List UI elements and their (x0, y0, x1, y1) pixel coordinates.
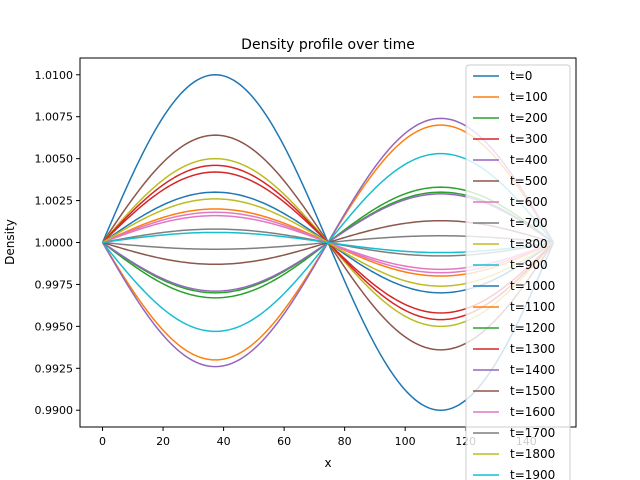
x-axis-label: x (324, 456, 331, 470)
chart-title: Density profile over time (241, 37, 415, 53)
legend-entry: t=800 (510, 237, 548, 251)
x-tick-label: 60 (277, 435, 291, 448)
legend-entry: t=400 (510, 153, 548, 167)
y-tick-label: 1.0050 (35, 153, 74, 166)
legend-entry: t=0 (510, 69, 532, 83)
legend-entry: t=1200 (510, 321, 555, 335)
y-tick-label: 0.9950 (35, 320, 74, 333)
x-tick-label: 0 (99, 435, 106, 448)
legend-entry: t=1900 (510, 468, 555, 480)
y-axis: 0.9900 0.9925 0.9950 0.9975 1.0000 1.0025 1.00… (35, 69, 80, 417)
x-tick-label: 40 (217, 435, 231, 448)
x-tick-label: 80 (338, 435, 352, 448)
legend-entry: t=100 (510, 90, 548, 104)
y-tick-label: 1.0025 (35, 195, 74, 208)
x-tick-label: 100 (395, 435, 416, 448)
y-tick-label: 0.9925 (35, 362, 74, 375)
legend-entry: t=700 (510, 216, 548, 230)
legend: t=0 t=100 t=200 t=300 t=400 t=500 t=600 t=700 t=… (465, 64, 571, 480)
legend-entry: t=1600 (510, 405, 555, 419)
legend-entry: t=1300 (510, 342, 555, 356)
legend-entry: t=1000 (510, 279, 555, 293)
y-tick-label: 0.9900 (35, 404, 74, 417)
y-axis-label: Density (3, 219, 17, 265)
legend-entry: t=1400 (510, 363, 555, 377)
y-tick-label: 1.0100 (35, 69, 74, 82)
legend-entry: t=200 (510, 111, 548, 125)
y-tick-label: 1.0075 (35, 111, 74, 124)
legend-entry: t=300 (510, 132, 548, 146)
legend-entry: t=500 (510, 174, 548, 188)
legend-entry: t=1100 (510, 300, 555, 314)
legend-entry: t=1500 (510, 384, 555, 398)
legend-entry: t=1800 (510, 447, 555, 461)
legend-box (465, 64, 571, 480)
legend-entry: t=900 (510, 258, 548, 272)
legend-entry: t=1700 (510, 426, 555, 440)
y-tick-label: 1.0000 (35, 237, 74, 250)
x-tick-label: 20 (156, 435, 170, 448)
legend-entry: t=600 (510, 195, 548, 209)
y-tick-label: 0.9975 (35, 278, 74, 291)
